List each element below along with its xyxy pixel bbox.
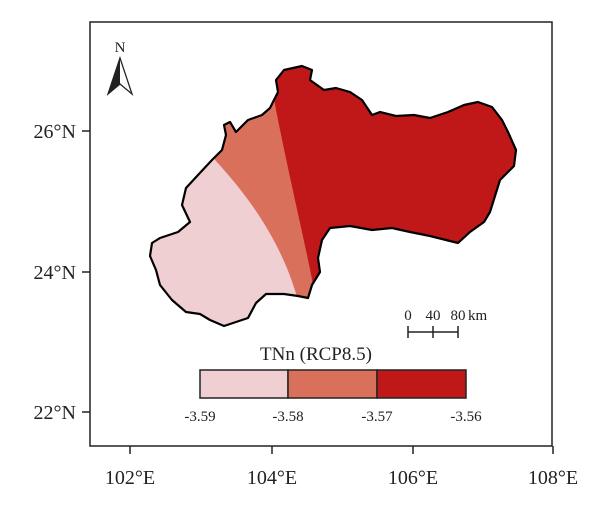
scale-unit: km — [468, 308, 488, 324]
legend-break-4: -3.56 — [450, 409, 482, 425]
legend: TNn (RCP8.5) -3.59 -3.58 -3.57 -3.56 — [184, 344, 482, 425]
legend-swatch-1 — [199, 369, 289, 399]
y-axis: 26°N 24°N 22°N — [34, 121, 90, 424]
y-tick-22N: 22°N — [34, 402, 76, 424]
x-tick-106E: 106°E — [388, 467, 438, 489]
region-boundary — [148, 64, 518, 328]
legend-title: TNn (RCP8.5) — [260, 344, 372, 365]
legend-break-3: -3.57 — [361, 409, 393, 425]
scale-tick-0: 0 — [404, 308, 412, 324]
legend-break-2: -3.58 — [272, 409, 303, 425]
scale-tick-80: 80 — [451, 308, 466, 324]
x-tick-102E: 102°E — [105, 467, 155, 489]
north-arrow-label: N — [115, 40, 126, 56]
x-tick-104E: 104°E — [247, 467, 297, 489]
legend-swatch-3 — [376, 369, 467, 399]
scale-bar: 0 40 80 km — [404, 308, 488, 338]
legend-break-1: -3.59 — [184, 409, 215, 425]
region-zones — [150, 66, 516, 326]
scale-tick-40: 40 — [426, 308, 441, 324]
y-tick-24N: 24°N — [34, 262, 76, 284]
legend-swatch-2 — [287, 369, 378, 399]
x-tick-108E: 108°E — [528, 467, 578, 489]
x-axis: 102°E 104°E 106°E 108°E — [105, 446, 578, 489]
north-arrow: N — [106, 40, 134, 96]
zone-class-3 — [266, 66, 516, 326]
map-frame — [89, 21, 553, 447]
north-arrow-fill-icon — [108, 58, 120, 94]
y-tick-26N: 26°N — [34, 121, 76, 143]
